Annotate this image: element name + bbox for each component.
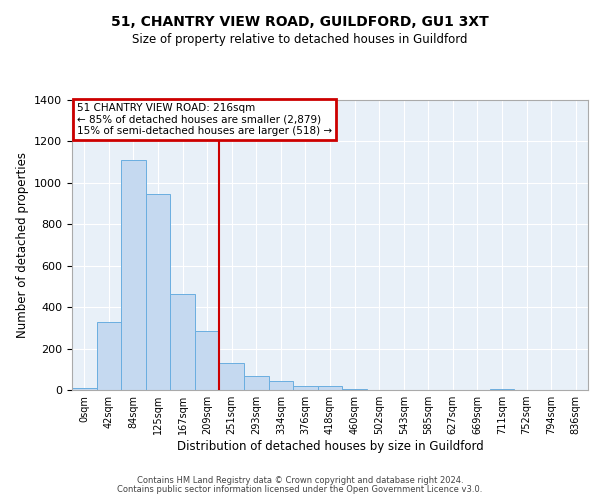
Bar (244, 376, 269, 390)
Bar (72, 388, 97, 390)
Bar (97, 322, 121, 390)
Text: Contains HM Land Registry data © Crown copyright and database right 2024.: Contains HM Land Registry data © Crown c… (137, 476, 463, 485)
Bar (170, 294, 195, 390)
Bar (490, 389, 514, 390)
Text: Contains public sector information licensed under the Open Government Licence v3: Contains public sector information licen… (118, 485, 482, 494)
Bar (195, 331, 220, 390)
Bar (269, 380, 293, 390)
Text: 51, CHANTRY VIEW ROAD, GUILDFORD, GU1 3XT: 51, CHANTRY VIEW ROAD, GUILDFORD, GU1 3X… (111, 15, 489, 29)
Text: Size of property relative to detached houses in Guildford: Size of property relative to detached ho… (132, 32, 468, 46)
Bar (121, 160, 146, 390)
Text: 51 CHANTRY VIEW ROAD: 216sqm
← 85% of detached houses are smaller (2,879)
15% of: 51 CHANTRY VIEW ROAD: 216sqm ← 85% of de… (77, 103, 332, 136)
Bar (342, 389, 367, 390)
Bar (220, 364, 244, 390)
X-axis label: Distribution of detached houses by size in Guildford: Distribution of detached houses by size … (176, 440, 484, 453)
Bar (146, 194, 170, 390)
Bar (318, 386, 342, 390)
Y-axis label: Number of detached properties: Number of detached properties (16, 152, 29, 338)
Bar (293, 386, 318, 390)
